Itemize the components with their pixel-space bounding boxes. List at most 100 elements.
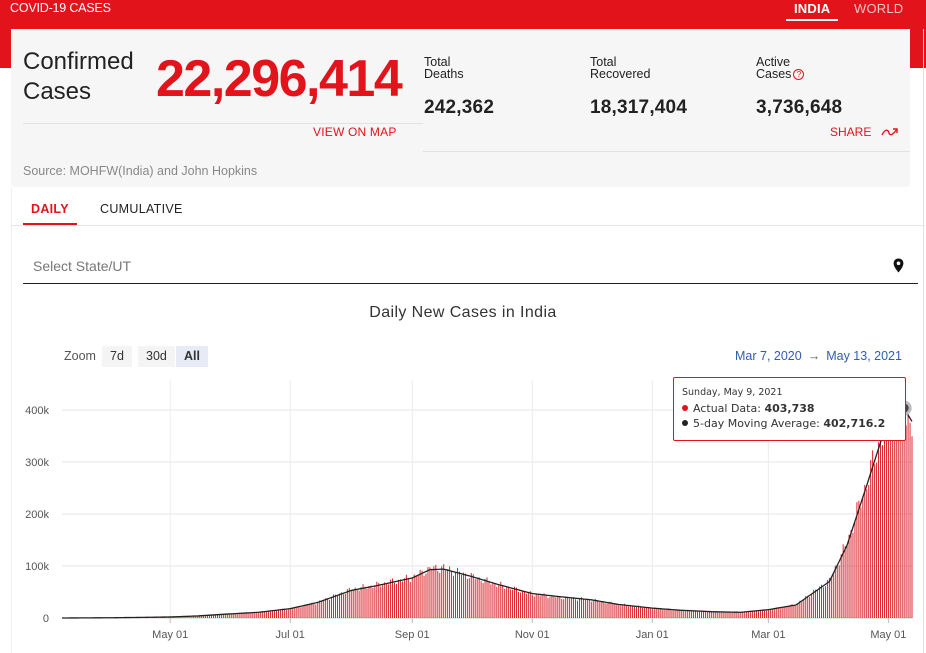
bar	[431, 569, 433, 618]
bar	[893, 405, 895, 618]
bar	[697, 610, 698, 618]
bar	[823, 587, 824, 618]
bar	[514, 586, 515, 618]
bar	[834, 565, 836, 618]
bar	[344, 593, 346, 618]
bar	[368, 586, 370, 618]
tab-cumulative[interactable]: CUMULATIVE	[100, 202, 183, 216]
bar	[240, 613, 242, 618]
bar	[606, 603, 608, 618]
bar	[226, 614, 228, 618]
bar	[750, 611, 752, 618]
bar	[281, 608, 283, 618]
average-dot-icon	[682, 420, 688, 426]
bar	[309, 603, 311, 618]
bar	[285, 609, 287, 618]
bar	[262, 611, 264, 618]
bar	[209, 614, 211, 618]
state-select[interactable]: Select State/UT	[23, 250, 918, 284]
x-tick-label: May 01	[152, 629, 188, 641]
bar	[323, 600, 325, 618]
bar	[586, 598, 588, 618]
bar	[657, 609, 659, 618]
bar	[693, 611, 695, 618]
bar	[826, 579, 828, 618]
bar	[612, 603, 614, 618]
bar	[653, 607, 655, 618]
bar	[819, 586, 820, 618]
bar	[421, 570, 423, 618]
bar	[413, 574, 415, 618]
view-on-map-link[interactable]: VIEW ON MAP	[313, 125, 397, 139]
bar	[614, 604, 616, 618]
bar	[317, 602, 319, 618]
bar	[824, 586, 826, 618]
bar	[537, 593, 539, 618]
bar	[516, 587, 517, 618]
bar	[270, 611, 272, 618]
bar	[468, 578, 470, 618]
bar	[234, 614, 236, 618]
bar-series	[63, 390, 913, 618]
bar	[535, 594, 537, 618]
bar	[283, 609, 285, 618]
share-icon	[881, 126, 898, 140]
bar	[880, 440, 881, 618]
bar	[762, 609, 763, 618]
bar	[608, 601, 610, 618]
bar	[783, 606, 785, 618]
daily-cases-chart[interactable]: 0 100k 200k 300k 400k May 01 Jul 01 Sep 01 Nov 0…	[0, 370, 926, 653]
share-label: SHARE	[830, 125, 872, 139]
bar	[329, 599, 331, 618]
bar	[266, 611, 268, 618]
bar	[588, 599, 590, 618]
recovered-value: 18,317,404	[590, 97, 688, 118]
bar	[337, 595, 338, 618]
bar	[777, 607, 779, 618]
panel-border	[11, 188, 12, 653]
bar	[449, 566, 451, 618]
tooltip-average: 5-day Moving Average: 402,716.2	[682, 417, 885, 430]
range-start[interactable]: Mar 7, 2020	[735, 349, 802, 363]
bar	[638, 605, 639, 618]
bar	[327, 598, 329, 618]
bar	[643, 607, 645, 618]
zoom-all-button[interactable]: All	[176, 346, 208, 367]
bar	[447, 569, 449, 618]
tab-daily[interactable]: DAILY	[23, 202, 77, 225]
bar	[616, 603, 618, 618]
tab-world[interactable]: WORLD	[854, 1, 904, 16]
bar	[718, 611, 720, 618]
bar	[795, 605, 797, 618]
bar	[232, 613, 234, 618]
bar	[667, 608, 669, 618]
bar	[453, 575, 455, 618]
bar	[899, 390, 901, 618]
help-icon[interactable]: ?	[793, 69, 805, 80]
bar	[699, 611, 700, 618]
bar	[840, 554, 842, 618]
bar	[482, 583, 484, 618]
x-tick-label: Mar 01	[751, 629, 785, 641]
bar	[185, 616, 187, 618]
zoom-30d-button[interactable]: 30d	[138, 346, 175, 367]
location-pin-icon[interactable]	[893, 258, 904, 278]
bar	[181, 616, 183, 618]
bar	[856, 502, 858, 618]
brand-title: COVID-19 CASES	[10, 1, 111, 15]
zoom-label: Zoom	[64, 349, 96, 363]
bar	[350, 590, 352, 618]
bar	[858, 500, 860, 618]
zoom-7d-button[interactable]: 7d	[102, 346, 132, 367]
bar	[602, 601, 604, 618]
tab-india[interactable]: INDIA	[785, 1, 839, 21]
deaths-value: 242,362	[424, 97, 495, 118]
bar	[590, 601, 592, 618]
bar	[760, 610, 761, 618]
bar	[429, 567, 431, 618]
bar	[506, 587, 508, 618]
chart-title: Daily New Cases in India	[369, 304, 557, 321]
bar	[512, 589, 514, 618]
range-end[interactable]: May 13, 2021	[826, 349, 902, 363]
share-button[interactable]: SHARE	[830, 125, 898, 140]
